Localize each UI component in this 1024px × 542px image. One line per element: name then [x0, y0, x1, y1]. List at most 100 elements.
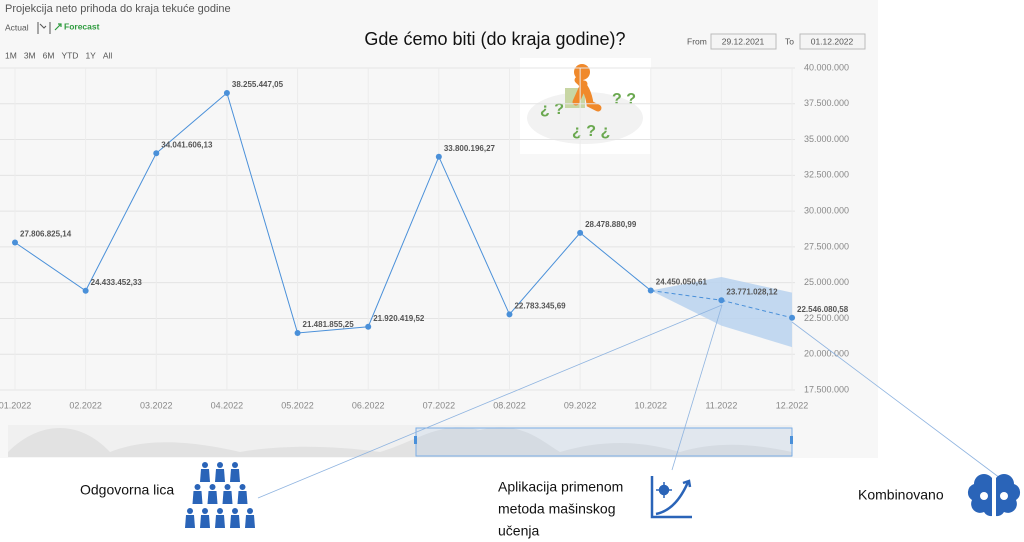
annotation-people: Odgovorna lica [80, 482, 174, 498]
legend-actual[interactable]: Actual [5, 22, 29, 32]
person-head [247, 508, 253, 514]
x-tick-label: 04.2022 [211, 400, 244, 410]
person-head [187, 508, 193, 514]
to-input[interactable] [799, 33, 866, 50]
data-point [506, 311, 513, 318]
person-head [217, 508, 223, 514]
data-point [718, 297, 725, 304]
data-label: 33.800.196,27 [444, 144, 496, 153]
y-tick-label: 20.000.000 [804, 349, 849, 359]
person-head [232, 462, 238, 468]
person-head [239, 484, 246, 490]
data-point [577, 229, 584, 236]
data-label: 22.783.345,69 [514, 301, 566, 310]
navigator [8, 425, 793, 457]
data-point [223, 89, 230, 96]
brain-icon [967, 473, 1021, 517]
data-point [82, 287, 89, 294]
y-tick-label: 35.000.000 [804, 134, 849, 144]
x-tick-label: 07.2022 [423, 400, 456, 410]
person-head [202, 508, 208, 514]
x-tick-label: 11.2022 [705, 400, 737, 410]
person-body [200, 469, 210, 482]
person-head [217, 462, 223, 468]
data-point [12, 239, 18, 246]
person-head [224, 484, 231, 490]
x-tick-label: 10.2022 [634, 400, 667, 410]
data-point [294, 330, 301, 337]
y-tick-label: 30.000.000 [804, 205, 849, 215]
person-body [222, 491, 233, 504]
person-body [245, 515, 255, 528]
person-body [215, 515, 225, 528]
person-body [230, 469, 240, 482]
x-tick-label: 01.2022 [0, 400, 31, 410]
range-button[interactable]: 1M [5, 50, 17, 60]
y-tick-label: 40.000.000 [804, 62, 849, 72]
x-tick-label: 06.2022 [352, 400, 385, 410]
data-label: 21.920.419,52 [373, 314, 425, 323]
connectors [257, 304, 1001, 499]
to-value: 01.12.2022 [811, 36, 854, 46]
people-icon [185, 462, 255, 528]
legend-forecast[interactable]: Forecast [64, 21, 100, 31]
data-point [435, 153, 442, 160]
person-body [230, 515, 240, 528]
range-button[interactable]: All [103, 50, 113, 60]
y-tick-label: 27.500.000 [804, 241, 849, 251]
data-point [365, 323, 372, 330]
separator-icon [37, 22, 51, 34]
from-label: From [687, 36, 707, 46]
data-label: 24.433.452,33 [91, 278, 143, 287]
data-label: 38.255.447,05 [232, 80, 284, 89]
x-tick-label: 03.2022 [140, 400, 173, 410]
data-label: 27.806.825,14 [20, 230, 72, 239]
person-head [194, 484, 201, 490]
range-button[interactable]: 6M [43, 50, 55, 60]
data-point [789, 314, 796, 321]
data-label: 21.481.855,25 [303, 320, 355, 329]
data-label: 22.546.080,58 [797, 305, 849, 314]
y-tick-label: 22.500.000 [804, 313, 849, 323]
person-head [232, 508, 238, 514]
data-label: 23.771.028,12 [726, 287, 778, 296]
data-label: 34.041.606,13 [161, 140, 213, 149]
person-body [215, 469, 225, 482]
x-tick-label: 02.2022 [69, 400, 102, 410]
range-button[interactable]: 1Y [85, 50, 96, 60]
series-line [14, 92, 652, 334]
annotation-ml-3: učenja [498, 523, 539, 539]
person-body [237, 491, 248, 504]
range-button[interactable]: 3M [24, 50, 36, 60]
forecast-icon [54, 23, 62, 31]
y-tick-label: 25.000.000 [804, 277, 849, 287]
y-tick-label: 37.500.000 [804, 98, 849, 108]
y-tick-label: 32.500.000 [804, 170, 849, 180]
x-tick-label: 08.2022 [493, 400, 526, 410]
forecast-band [650, 276, 793, 348]
svg-text:? ?: ? ? [612, 91, 636, 108]
series-line [721, 299, 793, 319]
forecast-connector [650, 290, 722, 301]
range-button[interactable]: YTD [61, 50, 78, 60]
data-point [153, 150, 160, 157]
person-body [207, 491, 218, 504]
svg-text:¿ ?: ¿ ? [540, 101, 564, 118]
x-tick-label: 05.2022 [281, 400, 314, 410]
ml-icon [650, 476, 692, 519]
annotation-combined: Kombinovano [858, 487, 944, 503]
person-body [200, 515, 210, 528]
to-label: To [785, 36, 794, 46]
person-body [192, 491, 203, 504]
data-label: 28.478.880,99 [585, 220, 637, 229]
chart-title: Projekcija neto prihoda do kraja tekuće … [5, 3, 231, 15]
annotation-ml-2: metoda mašinskog [498, 501, 616, 517]
x-tick-label: 09.2022 [564, 400, 597, 410]
person-head [202, 462, 208, 468]
y-tick-label: 17.500.000 [804, 384, 849, 394]
person-body [185, 515, 195, 528]
from-value: 29.12.2021 [722, 36, 765, 46]
from-input[interactable] [710, 33, 777, 50]
data-label: 24.450.050,61 [656, 278, 708, 287]
